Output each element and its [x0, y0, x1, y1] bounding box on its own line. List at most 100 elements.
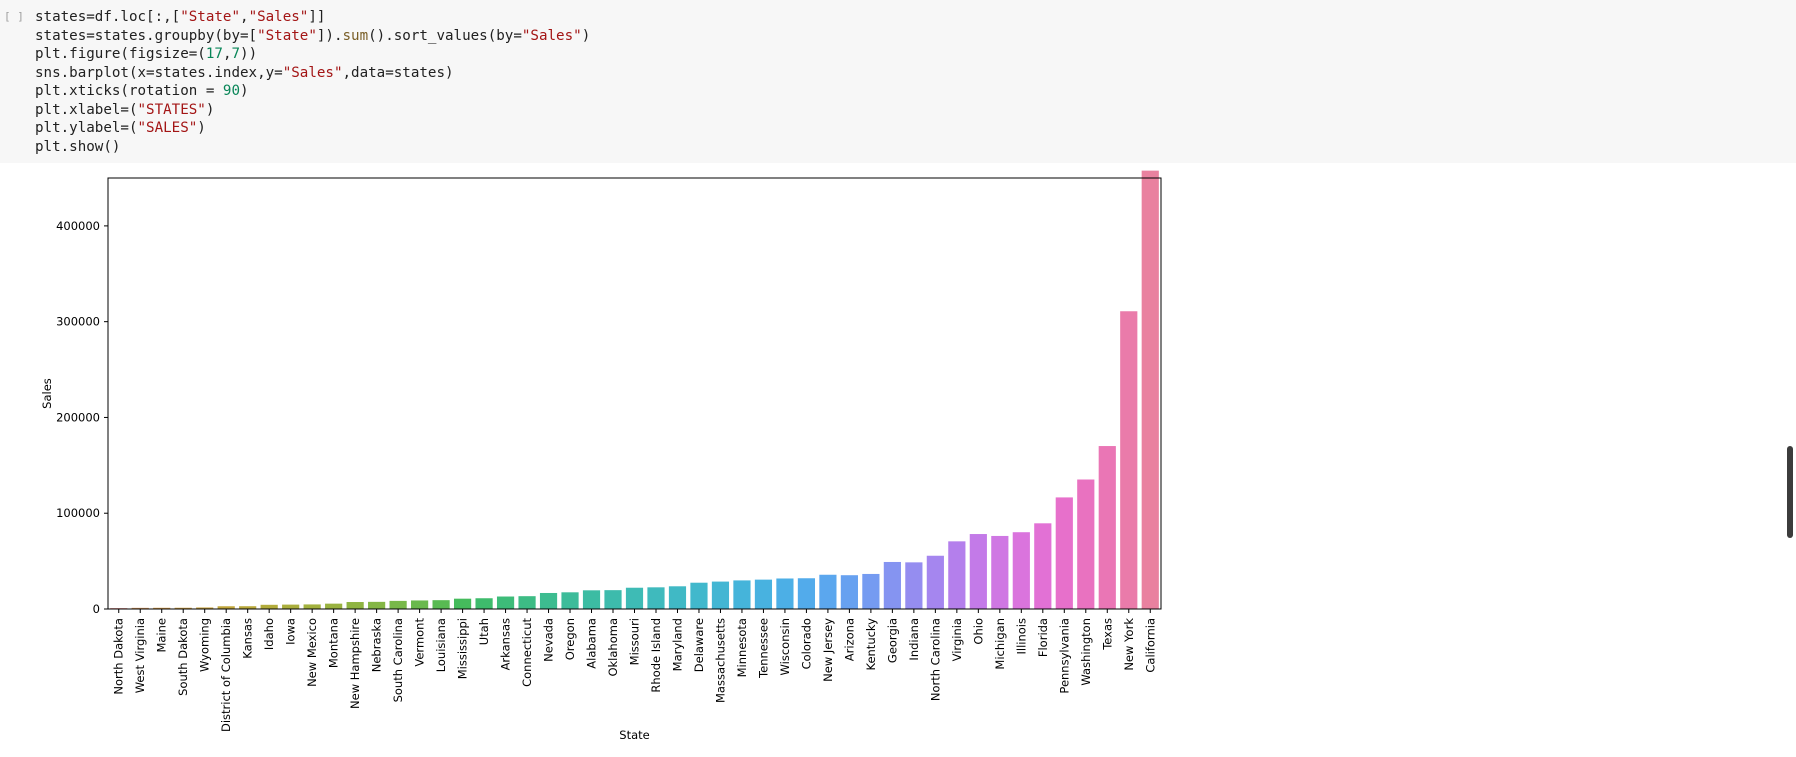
code-line[interactable]: sns.barplot(x=states.index,y="Sales",dat… [35, 65, 454, 81]
x-tick-label: Vermont [413, 618, 427, 667]
y-tick-label: 100000 [56, 506, 100, 520]
code-line[interactable]: plt.ylabel=("SALES") [35, 120, 206, 136]
bar [1034, 523, 1052, 609]
bar [432, 600, 450, 609]
x-tick-label: Minnesota [735, 618, 749, 677]
code-token: ) [240, 83, 249, 99]
code-line[interactable]: states=states.groupby(by=["State"]).sum(… [35, 28, 590, 44]
x-tick-label: Michigan [993, 618, 1007, 670]
x-tick-label: Mississippi [456, 618, 470, 679]
code-token: 17 [205, 46, 223, 62]
code-token: states=states.groupby(by=[ [35, 27, 258, 44]
bar [690, 582, 708, 609]
code-cell[interactable]: [ ] states=df.loc[:,["State","Sales"]] s… [0, 0, 1796, 163]
bar [346, 602, 364, 609]
x-tick-label: Maryland [670, 618, 684, 671]
code-token: sum [342, 27, 369, 44]
code-line[interactable]: states=df.loc[:,["State","Sales"]] [35, 9, 325, 25]
plot-frame [107, 177, 1162, 610]
code-token: "Sales" [521, 27, 582, 44]
y-axis-label: Sales [40, 378, 54, 409]
y-tick-label: 300000 [56, 315, 100, 329]
code-token: , [222, 46, 232, 62]
x-tick-label: Colorado [799, 618, 813, 669]
bar [840, 575, 858, 609]
code-token: "State" [257, 27, 317, 44]
x-tick-label: New York [1122, 618, 1136, 671]
x-tick-label: Washington [1079, 618, 1093, 686]
bar [453, 598, 472, 609]
code-line[interactable]: plt.xticks(rotation = 90) [35, 83, 249, 99]
code-token: "SALES" [137, 120, 198, 136]
bar-chart: 0 100000 200000 300000 400000 North Dakota We… [40, 170, 1162, 742]
code-token: plt.figure(figsize=( [35, 46, 206, 62]
code-token: ) [205, 101, 215, 118]
bar [969, 534, 987, 609]
scrollbar-thumb[interactable] [1787, 446, 1793, 538]
code-token: "State" [180, 9, 241, 25]
code-editor[interactable]: states=df.loc[:,["State","Sales"]] state… [35, 8, 590, 156]
x-tick-label: Georgia [885, 618, 899, 663]
bar [1055, 497, 1073, 609]
y-tick-label: 400000 [56, 219, 100, 233]
code-token: , [240, 9, 249, 25]
bar [561, 592, 579, 609]
code-token: plt.xticks(rotation = [35, 83, 223, 99]
x-tick-label: Arkansas [499, 618, 513, 670]
x-tick-label: Rhode Island [649, 618, 663, 693]
x-tick-label: Wisconsin [778, 618, 792, 675]
cell-run-prompt[interactable]: [ ] [4, 10, 24, 23]
y-tick-label: 0 [93, 602, 100, 616]
x-tick-label: Montana [327, 618, 341, 668]
bar [776, 578, 794, 609]
code-token: plt.show() [35, 138, 121, 155]
bar [282, 604, 300, 609]
code-token: states=df.loc[:,[ [35, 9, 181, 25]
code-token: 7 [231, 46, 241, 62]
y-axis: 0 100000 200000 300000 400000 [56, 219, 108, 616]
x-tick-label: District of Columbia [219, 618, 233, 732]
bar [1098, 446, 1116, 609]
bar [604, 590, 622, 609]
x-tick-label: Indiana [907, 618, 921, 661]
bar [711, 581, 730, 609]
code-token: sns.barplot(x=states.index,y= [35, 64, 283, 81]
x-tick-label: Florida [1036, 618, 1050, 657]
bar [196, 607, 214, 609]
x-tick-label: South Carolina [391, 618, 405, 702]
x-tick-label: Oklahoma [606, 618, 620, 677]
x-tick-label: New Jersey [821, 618, 835, 682]
x-tick-label: Arizona [842, 618, 856, 661]
code-token: ]). [316, 27, 343, 44]
code-token: "Sales" [248, 9, 309, 25]
bar [411, 600, 429, 609]
code-line[interactable]: plt.show() [35, 139, 120, 155]
bar [905, 562, 923, 609]
bars-group [110, 170, 1159, 609]
code-line[interactable]: plt.xlabel=("STATES") [35, 102, 214, 118]
x-tick-label: Massachusetts [713, 618, 727, 703]
code-line[interactable]: plt.figure(figsize=(17,7)) [35, 46, 257, 62]
code-token: ]] [308, 9, 326, 25]
x-tick-label: California [1143, 618, 1157, 673]
code-token: ,data=states) [342, 64, 454, 81]
bar [647, 587, 665, 609]
bar [153, 607, 171, 609]
bar [926, 555, 944, 609]
x-tick-label: Illinois [1014, 618, 1028, 655]
bar [1141, 170, 1159, 609]
x-tick-label: Maine [155, 618, 169, 653]
code-token: plt.ylabel=( [35, 120, 138, 136]
x-tick-label: Texas [1100, 618, 1114, 651]
bar [625, 587, 644, 609]
y-tick-label: 200000 [56, 410, 100, 424]
bar [819, 574, 837, 609]
x-tick-label: Utah [477, 618, 491, 645]
x-tick-label: Kansas [241, 618, 255, 659]
code-token: ().sort_values(by= [368, 27, 522, 44]
x-tick-label: Nevada [542, 618, 556, 662]
x-tick-label: Nebraska [370, 618, 384, 672]
x-tick-label: Tennessee [756, 618, 770, 679]
bar [582, 590, 601, 609]
code-token: 90 [222, 83, 241, 99]
